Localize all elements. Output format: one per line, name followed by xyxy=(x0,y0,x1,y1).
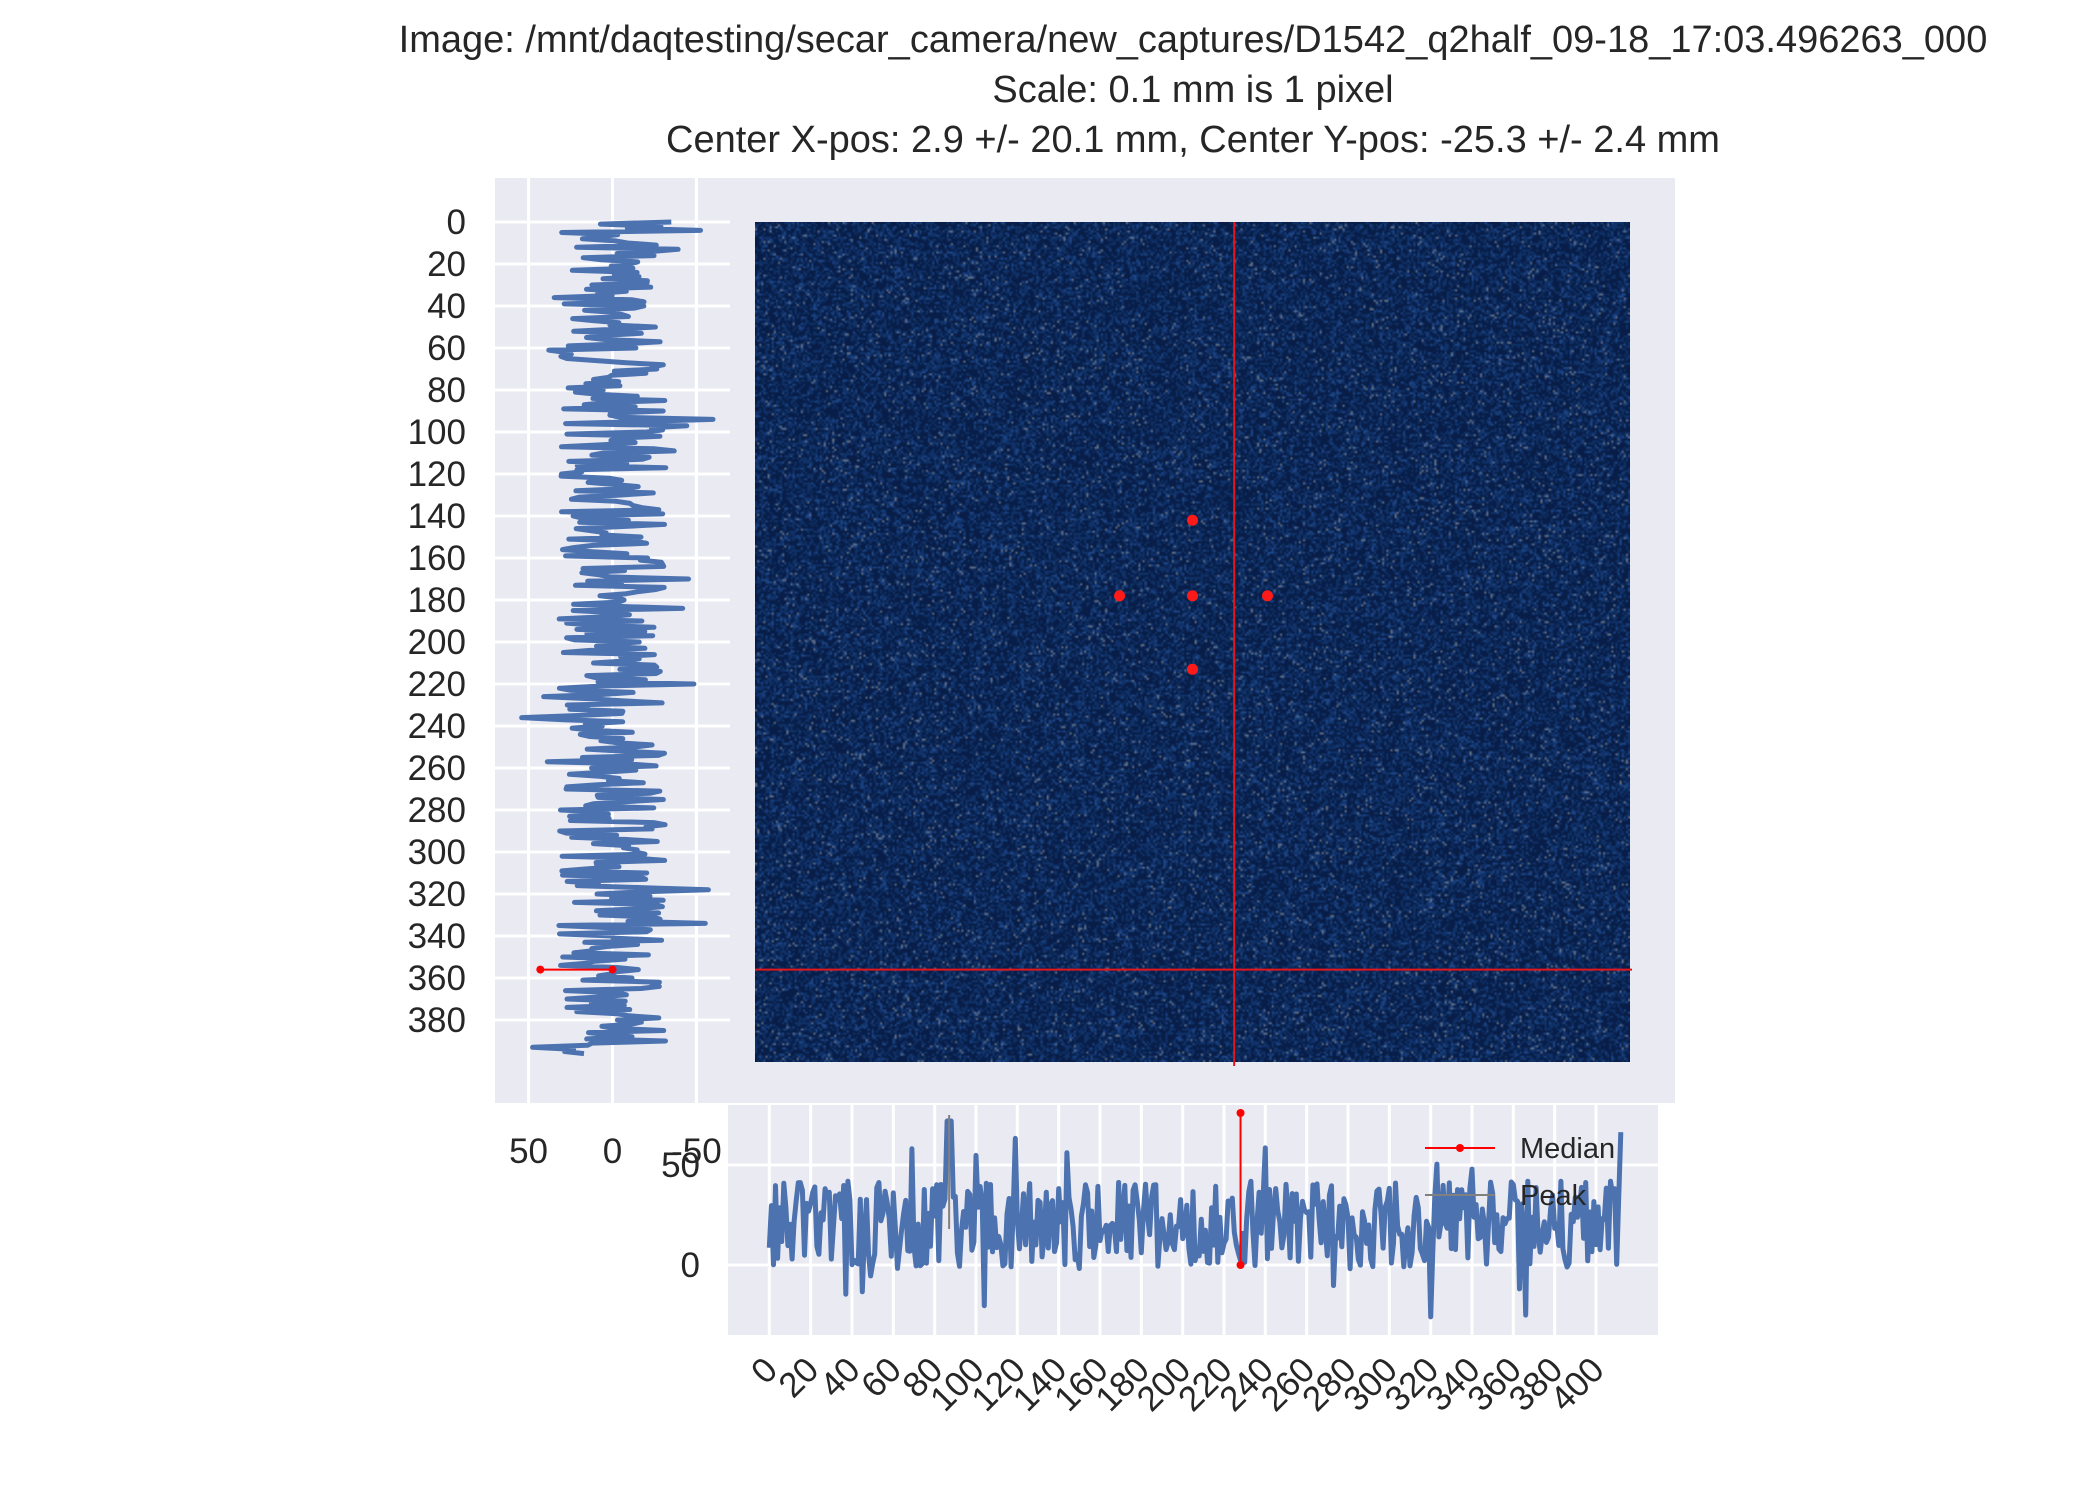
center-marker xyxy=(1262,590,1273,602)
left-projection-ticks: 0204060801001201401601802002202402602803… xyxy=(408,203,722,1171)
left-ytick-label: 320 xyxy=(408,875,466,914)
title-line-1: Image: /mnt/daqtesting/secar_camera/new_… xyxy=(399,19,1988,61)
center-marker xyxy=(1187,514,1198,526)
left-median-marker xyxy=(608,965,617,974)
left-ytick-label: 80 xyxy=(427,371,466,410)
title-line-2: Scale: 0.1 mm is 1 pixel xyxy=(992,69,1393,111)
left-ytick-label: 380 xyxy=(408,1001,466,1040)
left-ytick-label: 220 xyxy=(408,665,466,704)
left-ytick-label: 160 xyxy=(408,539,466,578)
center-marker xyxy=(1187,590,1198,602)
center-marker xyxy=(1114,590,1126,602)
left-ytick-label: 260 xyxy=(408,749,466,788)
left-ytick-label: 340 xyxy=(408,917,466,956)
bottom-median-marker xyxy=(1236,1261,1245,1269)
legend-label: Median xyxy=(1520,1133,1615,1165)
bottom-ytick-label: 50 xyxy=(661,1146,700,1185)
legend-swatch-marker xyxy=(1456,1144,1464,1152)
bottom-xtick-label: 400 xyxy=(1543,1350,1612,1419)
left-median-marker xyxy=(536,965,545,974)
left-ytick-label: 120 xyxy=(408,455,466,494)
left-projection-trace xyxy=(519,219,716,1057)
left-ytick-label: 240 xyxy=(408,707,466,746)
legend-label: Peak xyxy=(1520,1180,1587,1212)
left-xtick-label: -50 xyxy=(671,1132,722,1171)
left-ytick-label: 200 xyxy=(408,623,466,662)
left-ytick-label: 300 xyxy=(408,833,466,872)
center-marker xyxy=(1187,663,1198,675)
beam-image-pixels xyxy=(755,222,1630,1062)
left-ytick-label: 360 xyxy=(408,959,466,998)
left-xtick-label: 50 xyxy=(509,1132,548,1171)
left-ytick-label: 40 xyxy=(427,287,466,326)
left-ytick-label: 20 xyxy=(427,245,466,284)
image-overlay xyxy=(755,222,1632,1066)
title-line-3: Center X-pos: 2.9 +/- 20.1 mm, Center Y-… xyxy=(666,119,1720,161)
beam-image xyxy=(755,222,1630,1062)
left-xtick-label: 0 xyxy=(603,1132,622,1171)
left-projection-line xyxy=(519,219,716,1057)
left-ytick-label: 60 xyxy=(427,329,466,368)
bottom-projection-line xyxy=(766,1118,1624,1320)
bottom-projection-panel: 0500204060801001201401601802002202402602… xyxy=(661,1105,1658,1419)
left-ytick-label: 280 xyxy=(408,791,466,830)
left-ytick-label: 180 xyxy=(408,581,466,620)
bottom-ytick-label: 0 xyxy=(681,1246,700,1285)
legend: Median Peak xyxy=(1425,1133,1615,1212)
bottom-projection-trace xyxy=(766,1109,1624,1320)
left-projection-panel: 0204060801001201401601802002202402602803… xyxy=(408,178,730,1171)
left-ytick-label: 0 xyxy=(447,203,466,242)
left-ytick-label: 100 xyxy=(408,413,466,452)
bottom-median-marker xyxy=(1236,1109,1245,1117)
left-ytick-label: 140 xyxy=(408,497,466,536)
